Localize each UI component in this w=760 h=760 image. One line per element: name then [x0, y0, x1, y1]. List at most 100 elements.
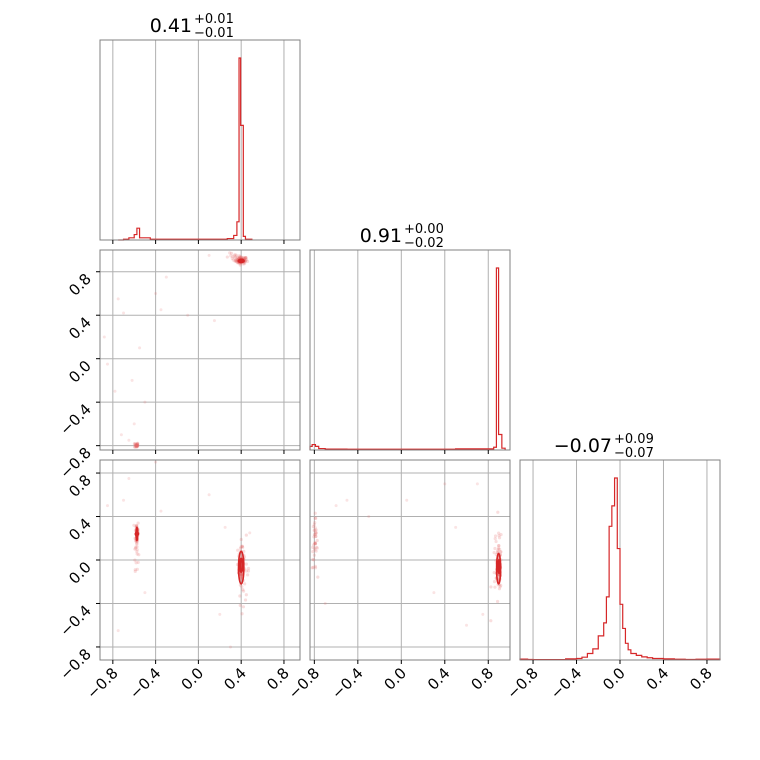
grid-lines — [100, 40, 708, 660]
point-scatter-p1-p2-0-24 — [313, 521, 317, 525]
point-scatter-p1-p2-0-31 — [314, 545, 318, 549]
point-scatter-p0-p2-3-20 — [241, 545, 245, 549]
point-scatter-p1-p2-0-5 — [313, 548, 317, 552]
outlier-scatter-p0-p1-2 — [122, 311, 126, 315]
point-scatter-p1-p2-0-6 — [313, 511, 317, 515]
y-tick-label-scatter-p0-p1-3: 0.4 — [65, 313, 95, 343]
point-scatter-p0-p1-2-5 — [134, 442, 138, 446]
point-scatter-p0-p1-1-5 — [230, 256, 234, 260]
outlier-scatter-p0-p1-6 — [186, 313, 190, 317]
outlier-scatter-p1-p2-4 — [475, 482, 479, 486]
y-tick-label-scatter-p0-p2-0: −0.8 — [56, 645, 94, 683]
panel-frame-hist-0 — [99, 39, 301, 241]
density-core-scatter-p0-p1 — [238, 258, 244, 264]
title-p2: −0.07 +0.09−0.07 — [554, 432, 654, 461]
point-scatter-p1-p2-1-38 — [497, 544, 501, 548]
point-scatter-p0-p1-2-27 — [135, 443, 139, 447]
point-scatter-p1-p2-1-42 — [499, 550, 503, 554]
point-scatter-p1-p2-0-11 — [314, 549, 318, 553]
point-scatter-p1-p2-1-57 — [497, 546, 501, 550]
outlier-scatter-p1-p2-5 — [481, 612, 485, 616]
panel-frame-scatter-p1-p2 — [309, 459, 511, 661]
outlier-scatter-p0-p2-7 — [228, 645, 232, 649]
point-scatter-p0-p2-2-78 — [239, 575, 243, 579]
point-scatter-p1-p2-0-33 — [312, 543, 316, 547]
title-plus-p2: +0.09 — [614, 432, 654, 447]
point-scatter-p1-p2-0-10 — [314, 516, 318, 520]
x-tick-label-hist-2-4: 0.8 — [686, 664, 716, 694]
point-scatter-p0-p1-2-21 — [133, 443, 137, 447]
point-scatter-p1-p2-0-36 — [314, 534, 318, 538]
point-scatter-p0-p1-0-30 — [241, 255, 245, 260]
outlier-scatter-p1-p2-10 — [432, 591, 436, 595]
point-scatter-p1-p2-1-72 — [499, 583, 503, 588]
x-tick-label-scatter-p1-p2-2: 0.0 — [381, 664, 411, 694]
point-scatter-p0-p1-1-7 — [231, 258, 235, 262]
point-scatter-p1-p2-2-10 — [498, 547, 502, 551]
point-scatter-p1-p2-0-34 — [314, 531, 318, 535]
point-scatter-p0-p1-2-13 — [133, 445, 137, 449]
x-tick-label-scatter-p1-p2-0: −0.8 — [285, 664, 323, 702]
point-scatter-p1-p2-0-39 — [312, 546, 317, 551]
point-scatter-p0-p1-2-17 — [135, 443, 140, 448]
point-scatter-p0-p1-0-31 — [234, 259, 238, 263]
point-scatter-p0-p2-1-4 — [133, 558, 137, 562]
point-scatter-p0-p2-3-7 — [236, 548, 240, 552]
point-scatter-p1-p2-0-9 — [313, 540, 317, 545]
point-scatter-p1-p2-2-14 — [496, 510, 500, 514]
point-scatter-p0-p1-0-72 — [237, 254, 241, 258]
outlier-scatter-p0-p2-3 — [154, 460, 158, 464]
point-scatter-p0-p1-2-12 — [134, 443, 139, 447]
point-scatter-p0-p2-2-40 — [240, 572, 244, 576]
point-scatter-p1-p2-0-0 — [311, 545, 315, 549]
x-tick-label-hist-2-3: 0.4 — [643, 664, 673, 694]
point-scatter-p0-p2-3-27 — [244, 593, 248, 597]
point-scatter-p1-p2-0-38 — [313, 541, 318, 546]
point-scatter-p0-p1-2-1 — [133, 444, 137, 448]
point-scatter-p1-p2-0-3 — [313, 542, 318, 546]
point-scatter-p0-p1-0-24 — [234, 257, 238, 261]
outlier-scatter-p1-p2-6 — [465, 623, 469, 627]
point-scatter-p0-p2-1-12 — [133, 569, 137, 573]
x-tick-label-hist-2-2: 0.0 — [599, 664, 629, 694]
point-scatter-p0-p2-0-0 — [135, 542, 139, 546]
point-scatter-p1-p2-2-9 — [497, 536, 502, 540]
outlier-scatter-p0-p1-3 — [138, 346, 142, 350]
contours-scatter-p1-p2 — [495, 552, 502, 585]
point-scatter-p0-p2-3-23 — [243, 598, 248, 602]
point-scatter-p0-p1-0-25 — [238, 254, 242, 259]
point-scatter-p0-p2-0-35 — [136, 521, 140, 525]
point-scatter-p0-p1-2-16 — [135, 443, 139, 447]
point-scatter-p0-p1-2-8 — [134, 443, 139, 448]
point-scatter-p0-p2-3-17 — [238, 603, 242, 607]
x-tick-label-hist-2-0: −0.8 — [503, 664, 541, 702]
point-scatter-p0-p2-1-9 — [136, 560, 140, 564]
point-scatter-p0-p1-2-14 — [134, 444, 138, 448]
point-scatter-p1-p2-0-12 — [316, 575, 320, 579]
title-median-p0: 0.41 — [150, 15, 192, 37]
point-scatter-p1-p2-0-23 — [313, 533, 317, 537]
outlier-scatter-p0-p2-4 — [143, 591, 147, 595]
point-scatter-p1-p2-2-18 — [497, 587, 502, 591]
title-median-p1: 0.91 — [360, 225, 402, 247]
outlier-scatter-p0-p1-13 — [207, 253, 211, 257]
x-tick-label-scatter-p0-p2-0: −0.8 — [83, 664, 121, 702]
point-scatter-p0-p2-2-22 — [240, 572, 244, 577]
point-scatter-p1-p2-0-18 — [314, 534, 318, 539]
point-scatter-p1-p2-1-75 — [496, 547, 500, 551]
y-tick-label-scatter-p0-p1-1: −0.4 — [56, 400, 94, 438]
point-scatter-p1-p2-0-28 — [312, 533, 317, 537]
point-scatter-p0-p2-3-24 — [239, 537, 243, 542]
panel-frame-scatter-p0-p1 — [99, 249, 301, 451]
point-scatter-p0-p1-2-20 — [132, 442, 136, 446]
point-scatter-p1-p2-0-7 — [313, 566, 318, 570]
point-scatter-p1-p2-0-25 — [313, 542, 317, 546]
point-scatter-p1-p2-0-20 — [313, 516, 317, 520]
point-scatter-p1-p2-0-30 — [311, 557, 315, 561]
outlier-scatter-p1-p2-11 — [411, 455, 414, 458]
point-scatter-p0-p2-2-70 — [238, 594, 242, 598]
point-scatter-p0-p2-1-11 — [134, 546, 138, 550]
density-core-scatter-p0-p2 — [134, 531, 140, 537]
point-scatter-p0-p1-0-65 — [239, 255, 244, 259]
